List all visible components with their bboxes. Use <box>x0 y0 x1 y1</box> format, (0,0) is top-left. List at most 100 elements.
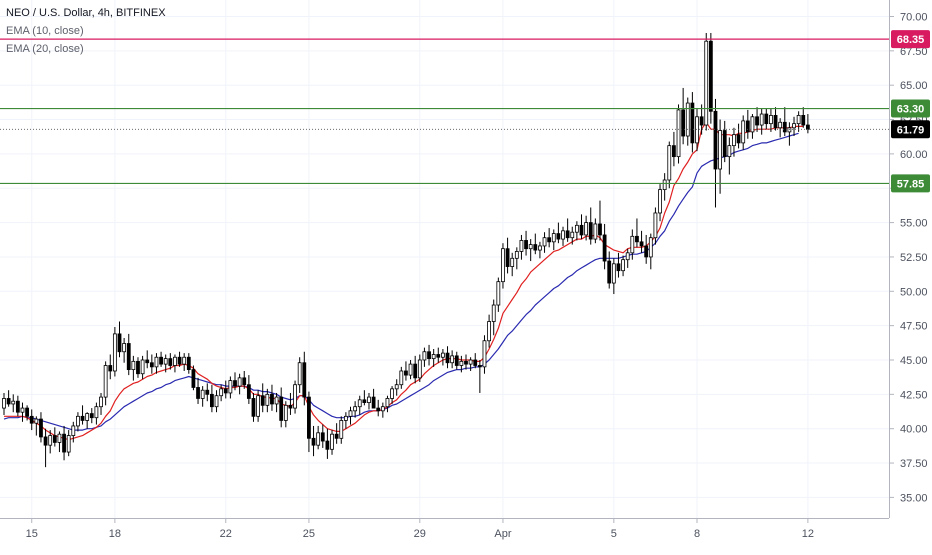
candle <box>20 402 25 422</box>
candle <box>182 353 187 371</box>
candle-body-down <box>159 356 163 365</box>
candle <box>339 416 344 444</box>
candle-body-up <box>265 393 270 406</box>
candle <box>334 423 339 444</box>
candle-body-down <box>699 116 704 126</box>
candle-body-down <box>6 398 11 405</box>
candle <box>408 359 413 380</box>
candle-body-up <box>182 356 187 365</box>
candle <box>732 127 736 157</box>
candle-body-up <box>648 237 653 258</box>
candle <box>658 184 662 222</box>
candle <box>399 366 404 389</box>
candle <box>782 107 787 137</box>
candle <box>579 214 584 240</box>
candle <box>607 251 612 289</box>
candle-body-down <box>270 393 274 405</box>
candle <box>191 365 196 391</box>
candle-body-up <box>704 40 709 126</box>
candle-body-down <box>722 130 727 158</box>
candle <box>136 357 140 378</box>
resistance-level-label-bg <box>891 30 930 49</box>
candle-body-up <box>219 388 224 397</box>
candle <box>542 232 547 253</box>
candle-body-up <box>228 380 233 394</box>
candle-body-down <box>782 121 787 133</box>
candle-body-down <box>764 113 769 125</box>
price-tick-label: 42.50 <box>900 389 928 401</box>
candle-body-down <box>708 40 713 112</box>
candle-body-up <box>57 433 62 443</box>
candle-body-down <box>473 359 478 366</box>
candle-body-down <box>565 230 570 239</box>
candle <box>209 384 214 413</box>
candle-body-down <box>136 360 140 375</box>
symbol-title[interactable]: NEO / U.S. Dollar, 4h, BITFINEX <box>6 7 166 19</box>
current-price-label: 61.79 <box>897 124 925 136</box>
candle <box>445 346 450 369</box>
candle-body-down <box>186 356 191 371</box>
candle <box>533 233 538 255</box>
candle <box>34 416 39 436</box>
candle-body-up <box>34 418 39 424</box>
candle-body-down <box>302 362 307 398</box>
ema20-legend[interactable]: EMA (20, close) <box>6 43 84 55</box>
candle <box>385 395 390 413</box>
chart-legend: NEO / U.S. Dollar, 4h, BITFINEX EMA (10,… <box>6 4 166 58</box>
candle-body-down <box>311 437 316 446</box>
candle <box>94 402 99 425</box>
candle <box>538 241 542 259</box>
candle-body-up <box>496 281 501 306</box>
candle-body-up <box>542 237 547 247</box>
candle-body-up <box>630 235 635 254</box>
candle <box>348 406 353 425</box>
candle-body-up <box>450 355 455 364</box>
candle-body-down <box>547 237 552 243</box>
candle <box>117 321 122 358</box>
candle-body-up <box>357 399 362 408</box>
candle-body-up <box>163 358 168 365</box>
ema10-legend[interactable]: EMA (10, close) <box>6 25 84 37</box>
candle <box>681 87 686 145</box>
candle <box>246 375 251 404</box>
candle-body-up <box>66 435 71 453</box>
time-tick-label: 5 <box>611 528 617 540</box>
candle-body-up <box>792 123 796 129</box>
current-price-label-bg <box>891 120 930 139</box>
candle-body-down <box>755 116 759 126</box>
candle <box>29 409 34 431</box>
candle <box>611 258 616 295</box>
candle <box>635 218 639 248</box>
candle-body-up <box>685 102 690 137</box>
candle-body-up <box>621 259 625 272</box>
horizontal-levels[interactable] <box>0 38 889 185</box>
candle <box>440 348 445 366</box>
candle-body-up <box>574 224 579 233</box>
price-tick-label: 70.00 <box>900 11 928 23</box>
time-axis[interactable]: 15 18 22 25 29 Apr 5 8 12 <box>26 518 814 540</box>
candle <box>722 120 727 163</box>
candle-body-up <box>796 115 801 125</box>
candle <box>103 361 108 406</box>
candle-body-down <box>616 263 621 272</box>
candle-body-down <box>477 365 482 368</box>
candle-body-up <box>390 388 394 399</box>
candle-body-down <box>801 115 806 126</box>
candle <box>288 392 293 415</box>
candle <box>528 239 533 262</box>
candle-body-up <box>85 413 90 421</box>
candle <box>704 32 709 131</box>
candle-body-up <box>200 389 205 399</box>
price-axis[interactable]: 35.00 37.50 40.00 42.50 45.00 47.50 50.00 52.50… <box>889 11 928 504</box>
candle <box>283 401 288 428</box>
candle <box>260 383 265 413</box>
candle-body-up <box>750 116 755 133</box>
candle <box>695 108 699 152</box>
candle-body-up <box>482 340 487 368</box>
support-level-label-bg <box>891 174 930 193</box>
price-tick-label: 47.50 <box>900 321 928 333</box>
candle <box>131 355 136 381</box>
candle-body-down <box>209 393 214 408</box>
